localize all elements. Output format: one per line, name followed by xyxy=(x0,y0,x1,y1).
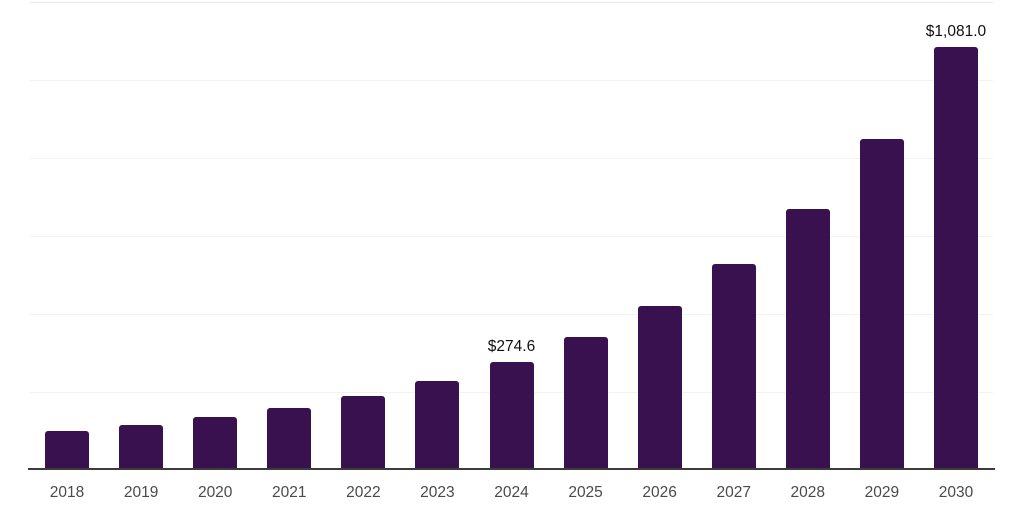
gridline xyxy=(30,158,993,159)
bar-2028 xyxy=(785,209,830,469)
x-axis-line xyxy=(28,468,995,470)
x-tick-label-2018: 2018 xyxy=(49,484,85,501)
x-tick-label-2030: 2030 xyxy=(938,484,974,501)
bar-value-label-2030: $1,081.0 xyxy=(925,23,987,41)
bar-2029 xyxy=(859,138,904,469)
x-tick-label-2021: 2021 xyxy=(272,484,307,501)
x-tick-label-2024: 2024 xyxy=(494,484,529,501)
gridline xyxy=(30,314,993,315)
bar-2022 xyxy=(341,395,386,469)
bar-2024 xyxy=(489,361,534,469)
bar-2019 xyxy=(119,424,164,469)
x-tick-label-2025: 2025 xyxy=(568,484,603,501)
x-tick-label-2023: 2023 xyxy=(420,484,455,501)
gridline xyxy=(30,2,993,3)
x-tick-label-2019: 2019 xyxy=(123,484,159,501)
bar-2030 xyxy=(933,47,978,469)
bar-2027 xyxy=(711,264,756,469)
bar-2023 xyxy=(415,380,460,469)
bar-value-label-2024: $274.6 xyxy=(487,337,536,355)
bar-2020 xyxy=(193,417,238,469)
x-tick-label-2026: 2026 xyxy=(642,484,677,501)
bar-2021 xyxy=(267,407,312,469)
bar-2025 xyxy=(563,336,608,469)
bar-2026 xyxy=(637,306,682,469)
gridline xyxy=(30,80,993,81)
x-axis-labels: 2018 2019 2020 2021 2022 2023 2024 2025 2026 2027… xyxy=(30,483,993,505)
plot-area: $274.6 $1,081.0 xyxy=(28,0,995,470)
x-tick-label-2027: 2027 xyxy=(716,484,751,501)
gridline xyxy=(30,236,993,237)
bar-2018 xyxy=(45,430,90,469)
x-tick-label-2028: 2028 xyxy=(790,484,826,501)
x-tick-label-2029: 2029 xyxy=(864,484,900,501)
x-tick-label-2022: 2022 xyxy=(346,484,381,501)
x-tick-label-2020: 2020 xyxy=(197,484,233,501)
